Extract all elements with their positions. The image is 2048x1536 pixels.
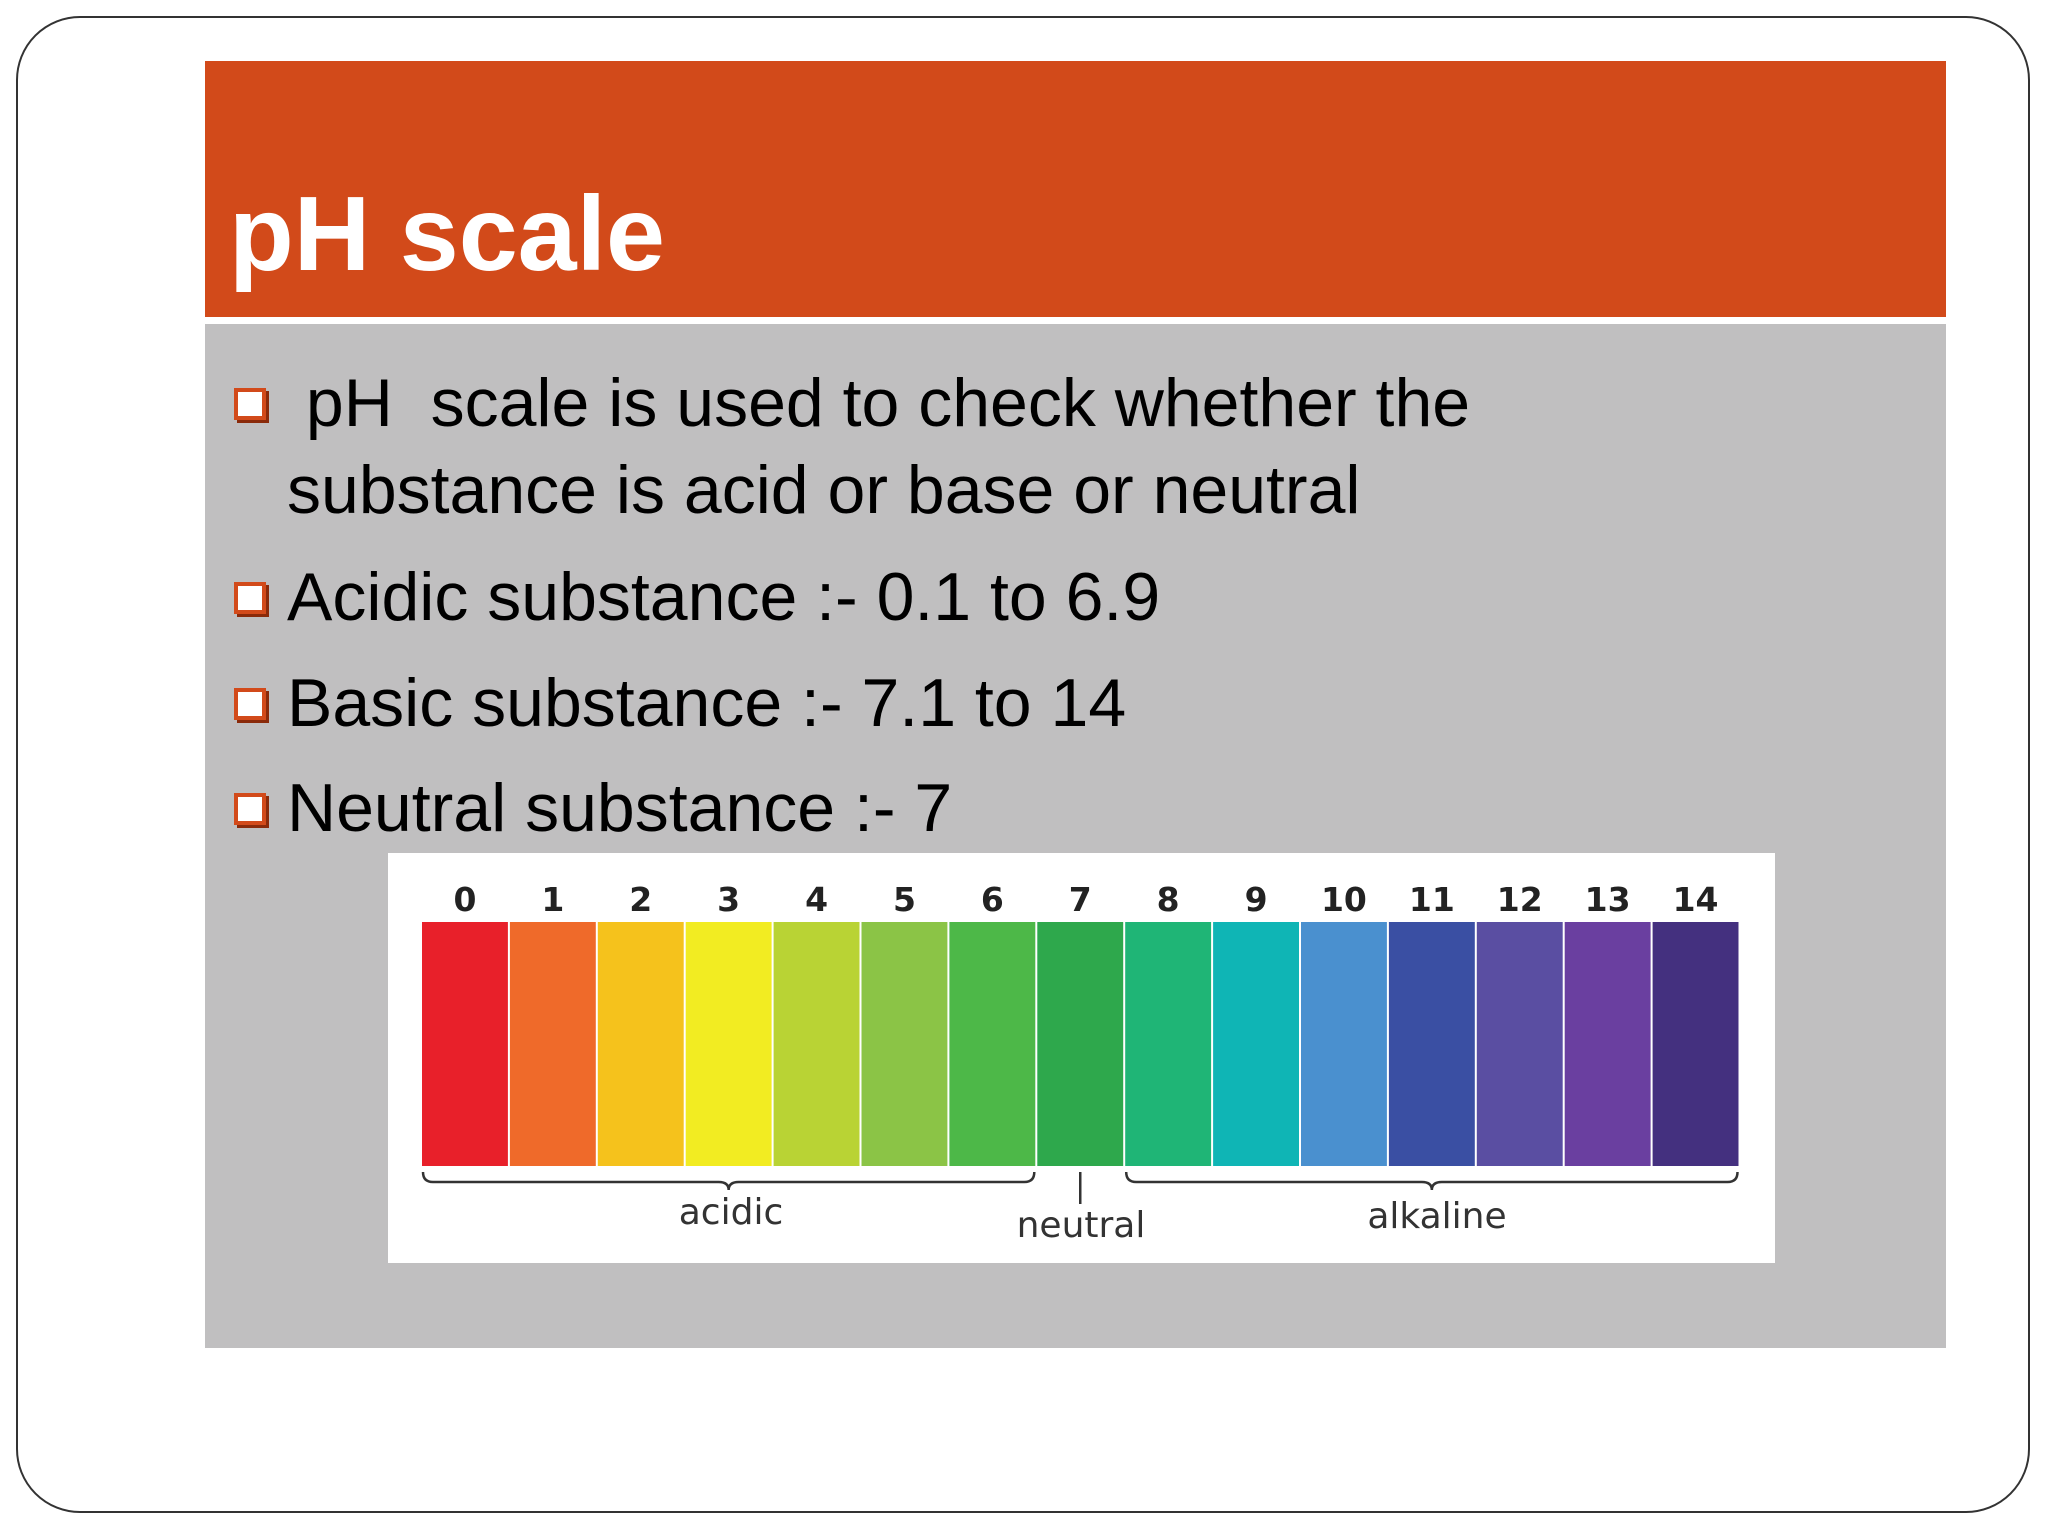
ph-number: 4 <box>805 880 828 919</box>
bullet-text: Neutral substance :- 7 <box>287 770 953 846</box>
bullet-text: Basic substance :- 7.1 to 14 <box>287 665 1127 741</box>
ph-segment <box>861 922 948 1166</box>
ph-segment <box>949 922 1036 1166</box>
ph-segment <box>1476 922 1563 1166</box>
ph-number: 12 <box>1497 880 1543 919</box>
ph-number: 7 <box>1069 880 1092 919</box>
ph-segment <box>1125 922 1212 1166</box>
bullet-icon <box>234 388 266 420</box>
bullet-icon <box>234 582 266 614</box>
ph-number: 6 <box>981 880 1004 919</box>
ph-segment <box>1564 922 1651 1166</box>
bullet: Acidic substance :- 0.1 to 6.9 <box>234 554 1617 641</box>
range-label: neutral <box>1017 1205 1146 1246</box>
bullet-icon <box>234 793 266 825</box>
range-label: acidic <box>679 1192 784 1233</box>
ph-number: 10 <box>1321 880 1367 919</box>
ph-number: 1 <box>541 880 564 919</box>
slide-frame <box>16 16 2030 1513</box>
ph-segment <box>1652 922 1739 1166</box>
ph-segment <box>1213 922 1299 1166</box>
ph-segment <box>685 922 772 1166</box>
bullet-text: Acidic substance :- 0.1 to 6.9 <box>287 559 1161 635</box>
ph-number: 2 <box>629 880 652 919</box>
ph-segment <box>773 922 860 1166</box>
bullet: pH scale is used to check whether the su… <box>234 360 1617 534</box>
bullet-icon <box>234 688 266 720</box>
bullet: Basic substance :- 7.1 to 14 <box>234 660 1617 747</box>
ph-number: 11 <box>1409 880 1455 919</box>
bullet-text: pH scale is used to check whether the su… <box>287 365 1489 528</box>
ph-number: 14 <box>1673 880 1719 919</box>
ph-number: 13 <box>1585 880 1631 919</box>
ph-segment <box>597 922 684 1166</box>
ph-number: 0 <box>453 880 476 919</box>
bullet: Neutral substance :- 7 <box>234 765 1617 852</box>
ph-segment <box>1388 922 1475 1166</box>
ph-number: 8 <box>1157 880 1180 919</box>
ph-segment <box>1037 922 1124 1166</box>
ph-segment <box>1301 922 1387 1166</box>
ph-number: 3 <box>717 880 740 919</box>
ph-segment <box>509 922 596 1166</box>
alkaline-bracket <box>1124 1171 1739 1191</box>
ph-number: 5 <box>893 880 916 919</box>
range-label: alkaline <box>1367 1196 1506 1237</box>
header: pH scale <box>205 61 1946 317</box>
slide-title: pH scale <box>229 175 666 293</box>
ph-number: 9 <box>1245 880 1268 919</box>
acidic-bracket <box>421 1171 1036 1191</box>
ph-segment <box>422 922 508 1166</box>
